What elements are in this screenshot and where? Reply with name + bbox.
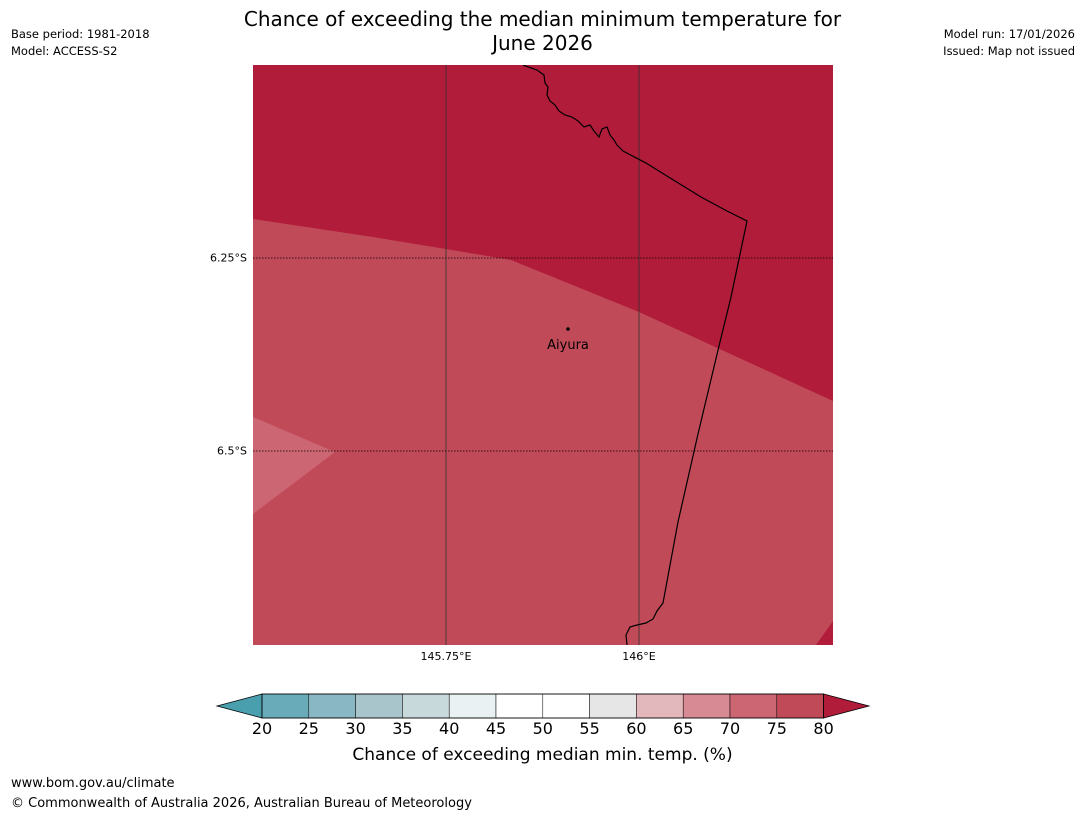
colorbar-segment [402, 693, 450, 719]
colorbar-tick-label: 55 [579, 719, 600, 738]
title-line-2: June 2026 [492, 31, 593, 55]
meta-right: Model run: 17/01/2026 Issued: Map not is… [943, 26, 1075, 60]
colorbar-segment [776, 693, 824, 719]
footer-url[interactable]: www.bom.gov.au/climate [11, 776, 175, 791]
colorbar-segment [261, 693, 310, 719]
title-line-1: Chance of exceeding the median minimum t… [243, 7, 842, 31]
colorbar-outline [261, 693, 824, 719]
lat-label-6-25: 6.25°S [210, 251, 247, 265]
map-panel: Aiyura [253, 65, 833, 645]
region-light-red [253, 417, 335, 514]
colorbar-under-arrow [215, 693, 263, 719]
colorbar-tick-label: 60 [626, 719, 647, 738]
colorbar-segment [636, 693, 684, 719]
colorbar-tick-label: 35 [392, 719, 413, 738]
base-period: Base period: 1981-2018 [11, 27, 150, 41]
model-run: Model run: 17/01/2026 [943, 27, 1075, 41]
colorbar-tick-label: 40 [439, 719, 460, 738]
model-name: Model: ACCESS-S2 [11, 44, 118, 58]
colorbar-segment [729, 693, 778, 719]
lat-label-6-5: 6.5°S [217, 444, 247, 458]
region-mid-red [253, 219, 833, 645]
colorbar-segment [308, 693, 356, 719]
colorbar-tick-label: 25 [298, 719, 319, 738]
colorbar-over-arrow [823, 693, 871, 719]
colorbar-segment [589, 693, 637, 719]
meta-left: Base period: 1981-2018 Model: ACCESS-S2 [11, 26, 150, 60]
colorbar-tick-label: 65 [673, 719, 694, 738]
footer-copyright: © Commonwealth of Australia 2026, Austra… [11, 796, 472, 811]
lon-label-145-75: 145.75°E [420, 650, 472, 663]
aiyura-marker [566, 327, 570, 331]
colorbar-tick-label: 50 [532, 719, 553, 738]
map-title: Chance of exceeding the median minimum t… [0, 7, 1085, 55]
aiyura-label: Aiyura [547, 338, 589, 353]
colorbar-tick-label: 70 [719, 719, 741, 738]
colorbar-svg [215, 693, 871, 719]
border-line [522, 65, 748, 645]
colorbar-segment [495, 693, 544, 719]
colorbar-segment [448, 693, 497, 719]
colorbar-tick-label: 80 [813, 719, 834, 738]
colorbar-tick-label: 45 [485, 719, 507, 738]
colorbar-tick-label: 30 [345, 719, 366, 738]
colorbar-segment [542, 693, 590, 719]
colorbar-label: Chance of exceeding median min. temp. (%… [352, 745, 733, 765]
map-svg: Aiyura [253, 65, 833, 645]
colorbar [215, 692, 871, 722]
issued-status: Issued: Map not issued [943, 44, 1075, 58]
colorbar-tick-label: 20 [251, 719, 273, 738]
colorbar-segment [355, 693, 403, 719]
region-dark-red-corner [816, 621, 833, 645]
colorbar-tick-label: 75 [766, 719, 787, 738]
lon-label-146: 146°E [622, 650, 656, 663]
colorbar-segment [682, 693, 731, 719]
